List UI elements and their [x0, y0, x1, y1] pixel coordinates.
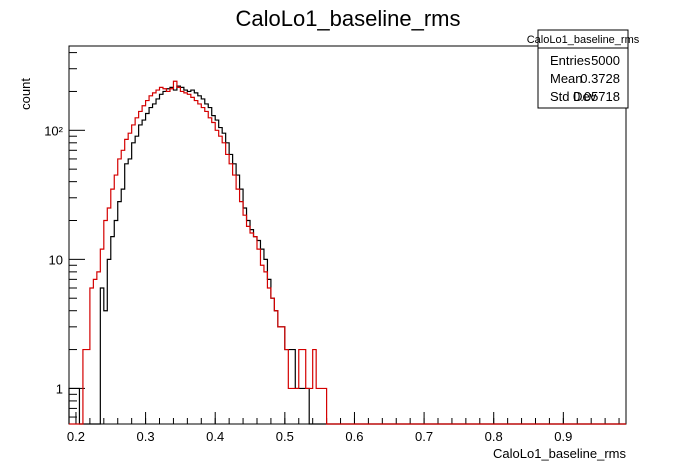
stats-stddev-value: 0.05718 [573, 89, 620, 104]
x-tick-label: 0.3 [137, 429, 155, 444]
y-axis-label: count [18, 78, 33, 110]
stats-mean-label: Mean [550, 71, 583, 86]
x-tick-label: 0.5 [276, 429, 294, 444]
stats-box-frame [537, 29, 629, 109]
chart-title: CaloLo1_baseline_rms [235, 6, 460, 31]
x-tick-label: 0.4 [206, 429, 224, 444]
stats-stddev-label: Std Dev [550, 89, 597, 104]
x-tick-label: 0.8 [485, 429, 503, 444]
x-axis-label: CaloLo1_baseline_rms [493, 446, 626, 461]
histogram-series-0 [68, 85, 626, 425]
x-tick-label: 0.2 [67, 429, 85, 444]
stats-box-title: CaloLo1_baseline_rms [527, 34, 640, 46]
stats-box: CaloLo1_baseline_rms Entries 5000 Mean 0… [527, 29, 640, 109]
x-tick-label: 0.7 [415, 429, 433, 444]
histogram-layer [68, 80, 626, 425]
histogram-series-1 [69, 80, 626, 425]
axis-ticks: 0.2 0.3 0.4 0.5 0.6 0.7 0.8 0.9 1 10 10² [44, 52, 620, 444]
x-tick-label: 0.9 [554, 429, 572, 444]
y-tick-label: 10² [44, 123, 63, 138]
x-tick-label: 0.6 [345, 429, 363, 444]
stats-mean-value: 0.3728 [580, 71, 620, 86]
stats-entries-value: 5000 [591, 53, 620, 68]
stats-entries-label: Entries [550, 53, 591, 68]
y-tick-label: 10 [49, 252, 63, 267]
y-tick-label: 1 [56, 381, 63, 396]
